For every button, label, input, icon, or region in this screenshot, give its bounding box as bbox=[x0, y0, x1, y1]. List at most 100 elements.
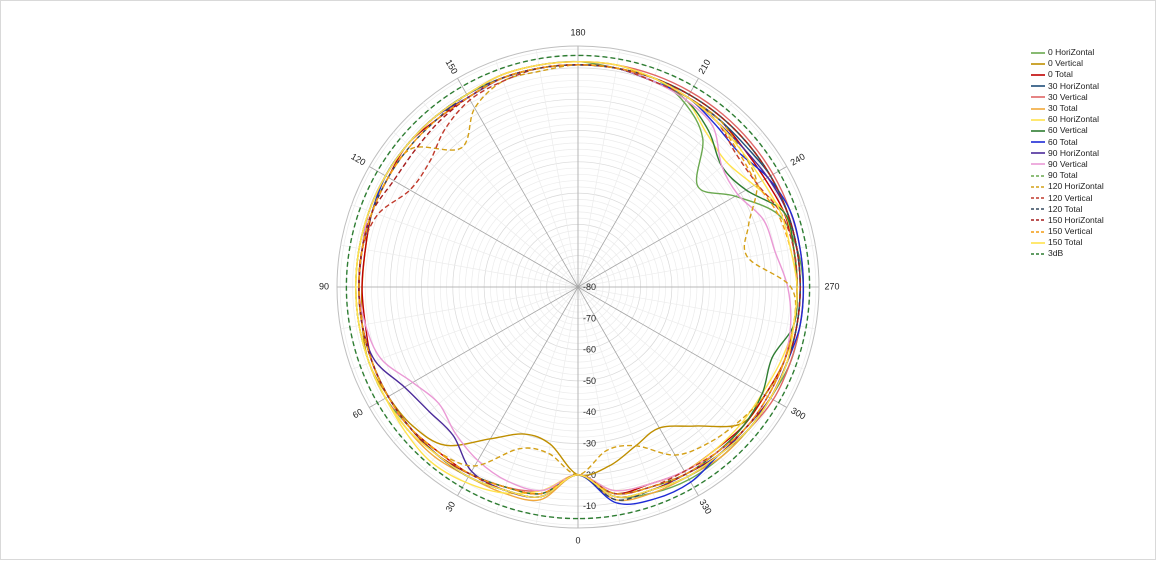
grid-spoke bbox=[393, 286, 579, 443]
legend-item: 60 Vertical bbox=[1031, 125, 1104, 136]
grid-spoke bbox=[577, 49, 621, 288]
legend-label: 150 HoriZontal bbox=[1048, 214, 1104, 225]
grid-spoke bbox=[577, 286, 816, 330]
legend-item: 150 HoriZontal bbox=[1031, 215, 1104, 226]
grid-spoke bbox=[393, 131, 579, 288]
legend-label: 0 Vertical bbox=[1048, 58, 1083, 69]
angle-label: 150 bbox=[443, 58, 459, 76]
grid-spoke bbox=[422, 286, 579, 472]
legend-label: 120 HoriZontal bbox=[1048, 181, 1104, 192]
legend-label: 150 Total bbox=[1048, 237, 1083, 248]
legend-label: 30 HoriZontal bbox=[1048, 80, 1100, 91]
legend-item: 0 HoriZontal bbox=[1031, 47, 1104, 58]
legend-label: 30 Vertical bbox=[1048, 91, 1088, 102]
grid-spoke bbox=[422, 102, 579, 288]
legend-label: 60 Vertical bbox=[1048, 125, 1088, 136]
legend-item: 30 Vertical bbox=[1031, 92, 1104, 103]
grid-spoke bbox=[577, 286, 734, 472]
legend-item: 30 HoriZontal bbox=[1031, 81, 1104, 92]
legend-swatch bbox=[1031, 138, 1045, 146]
legend-swatch bbox=[1031, 250, 1045, 258]
legend-item: 90 Vertical bbox=[1031, 159, 1104, 170]
legend-swatch bbox=[1031, 160, 1045, 168]
major-spoke bbox=[577, 286, 699, 496]
legend-item: 120 Total bbox=[1031, 204, 1104, 215]
legend-swatch bbox=[1031, 183, 1045, 191]
legend-swatch bbox=[1031, 105, 1045, 113]
legend-item: 150 Vertical bbox=[1031, 226, 1104, 237]
legend-swatch bbox=[1031, 93, 1045, 101]
grid-spoke bbox=[340, 244, 579, 288]
legend-item: 60 HoriZontal bbox=[1031, 114, 1104, 125]
angle-label: 300 bbox=[789, 405, 807, 421]
legend-swatch bbox=[1031, 71, 1045, 79]
legend-label: 120 Vertical bbox=[1048, 192, 1093, 203]
legend-swatch bbox=[1031, 205, 1045, 213]
legend-label: 90 Vertical bbox=[1048, 158, 1088, 169]
grid-spoke bbox=[577, 286, 805, 370]
grid-spoke bbox=[577, 131, 763, 288]
legend-item: 150 Total bbox=[1031, 237, 1104, 248]
legend-swatch bbox=[1031, 60, 1045, 68]
legend-label: 3dB bbox=[1048, 248, 1064, 259]
legend-item: 30 Total bbox=[1031, 103, 1104, 114]
radial-tick-label: -50 bbox=[583, 376, 596, 386]
grid-spoke bbox=[351, 204, 579, 288]
legend-label: 0 HoriZontal bbox=[1048, 47, 1095, 58]
radial-tick-label: -70 bbox=[583, 313, 596, 323]
major-spoke bbox=[577, 78, 699, 288]
grid-spoke bbox=[577, 286, 621, 525]
legend-label: 30 Total bbox=[1048, 103, 1078, 114]
legend-label: 60 Total bbox=[1048, 136, 1078, 147]
angle-label: 210 bbox=[696, 58, 712, 76]
legend-swatch bbox=[1031, 127, 1045, 135]
legend: 0 HoriZontal 0 Vertical 0 Total 30 HoriZont… bbox=[1031, 47, 1104, 260]
angle-label: 240 bbox=[789, 151, 807, 167]
legend-item: 0 Vertical bbox=[1031, 58, 1104, 69]
grid-spoke bbox=[577, 286, 763, 443]
major-spoke bbox=[577, 286, 787, 408]
legend-label: 90 HoriZontal bbox=[1048, 147, 1100, 158]
radial-tick-label: -40 bbox=[583, 407, 596, 417]
legend-label: 90 Total bbox=[1048, 170, 1078, 181]
grid-spoke bbox=[495, 60, 579, 288]
legend-item: 0 Total bbox=[1031, 69, 1104, 80]
major-spoke bbox=[457, 78, 579, 288]
legend-label: 150 Vertical bbox=[1048, 226, 1093, 237]
angle-label: 60 bbox=[351, 407, 365, 421]
angle-label: 120 bbox=[349, 151, 367, 167]
legend-label: 0 Total bbox=[1048, 69, 1073, 80]
angle-label: 270 bbox=[824, 281, 839, 291]
legend-label: 60 HoriZontal bbox=[1048, 114, 1100, 125]
legend-item: 90 Total bbox=[1031, 170, 1104, 181]
series-line-3db bbox=[345, 54, 811, 520]
grid-spoke bbox=[351, 286, 579, 370]
angle-label: 30 bbox=[444, 500, 458, 514]
legend-item: 60 Total bbox=[1031, 137, 1104, 148]
radial-tick-label: -30 bbox=[583, 438, 596, 448]
grid-spoke bbox=[495, 286, 579, 514]
legend-swatch bbox=[1031, 228, 1045, 236]
grid-spoke bbox=[577, 204, 805, 288]
legend-swatch bbox=[1031, 172, 1045, 180]
legend-swatch bbox=[1031, 82, 1045, 90]
grid-spoke bbox=[340, 286, 579, 330]
grid-spoke bbox=[577, 60, 661, 288]
legend-swatch bbox=[1031, 216, 1045, 224]
legend-swatch bbox=[1031, 194, 1045, 202]
legend-item: 120 HoriZontal bbox=[1031, 181, 1104, 192]
legend-item: 90 HoriZontal bbox=[1031, 148, 1104, 159]
grid-spoke bbox=[535, 49, 579, 288]
angle-label: 90 bbox=[319, 281, 329, 291]
radial-tick-label: -10 bbox=[583, 501, 596, 511]
legend-label: 120 Total bbox=[1048, 203, 1083, 214]
major-spoke bbox=[577, 166, 787, 288]
series-line-150-total bbox=[355, 60, 798, 498]
series-line-150-vertical bbox=[358, 64, 798, 495]
legend-swatch bbox=[1031, 49, 1045, 57]
legend-swatch bbox=[1031, 239, 1045, 247]
legend-item: 120 Vertical bbox=[1031, 192, 1104, 203]
grid-spoke bbox=[577, 286, 661, 514]
